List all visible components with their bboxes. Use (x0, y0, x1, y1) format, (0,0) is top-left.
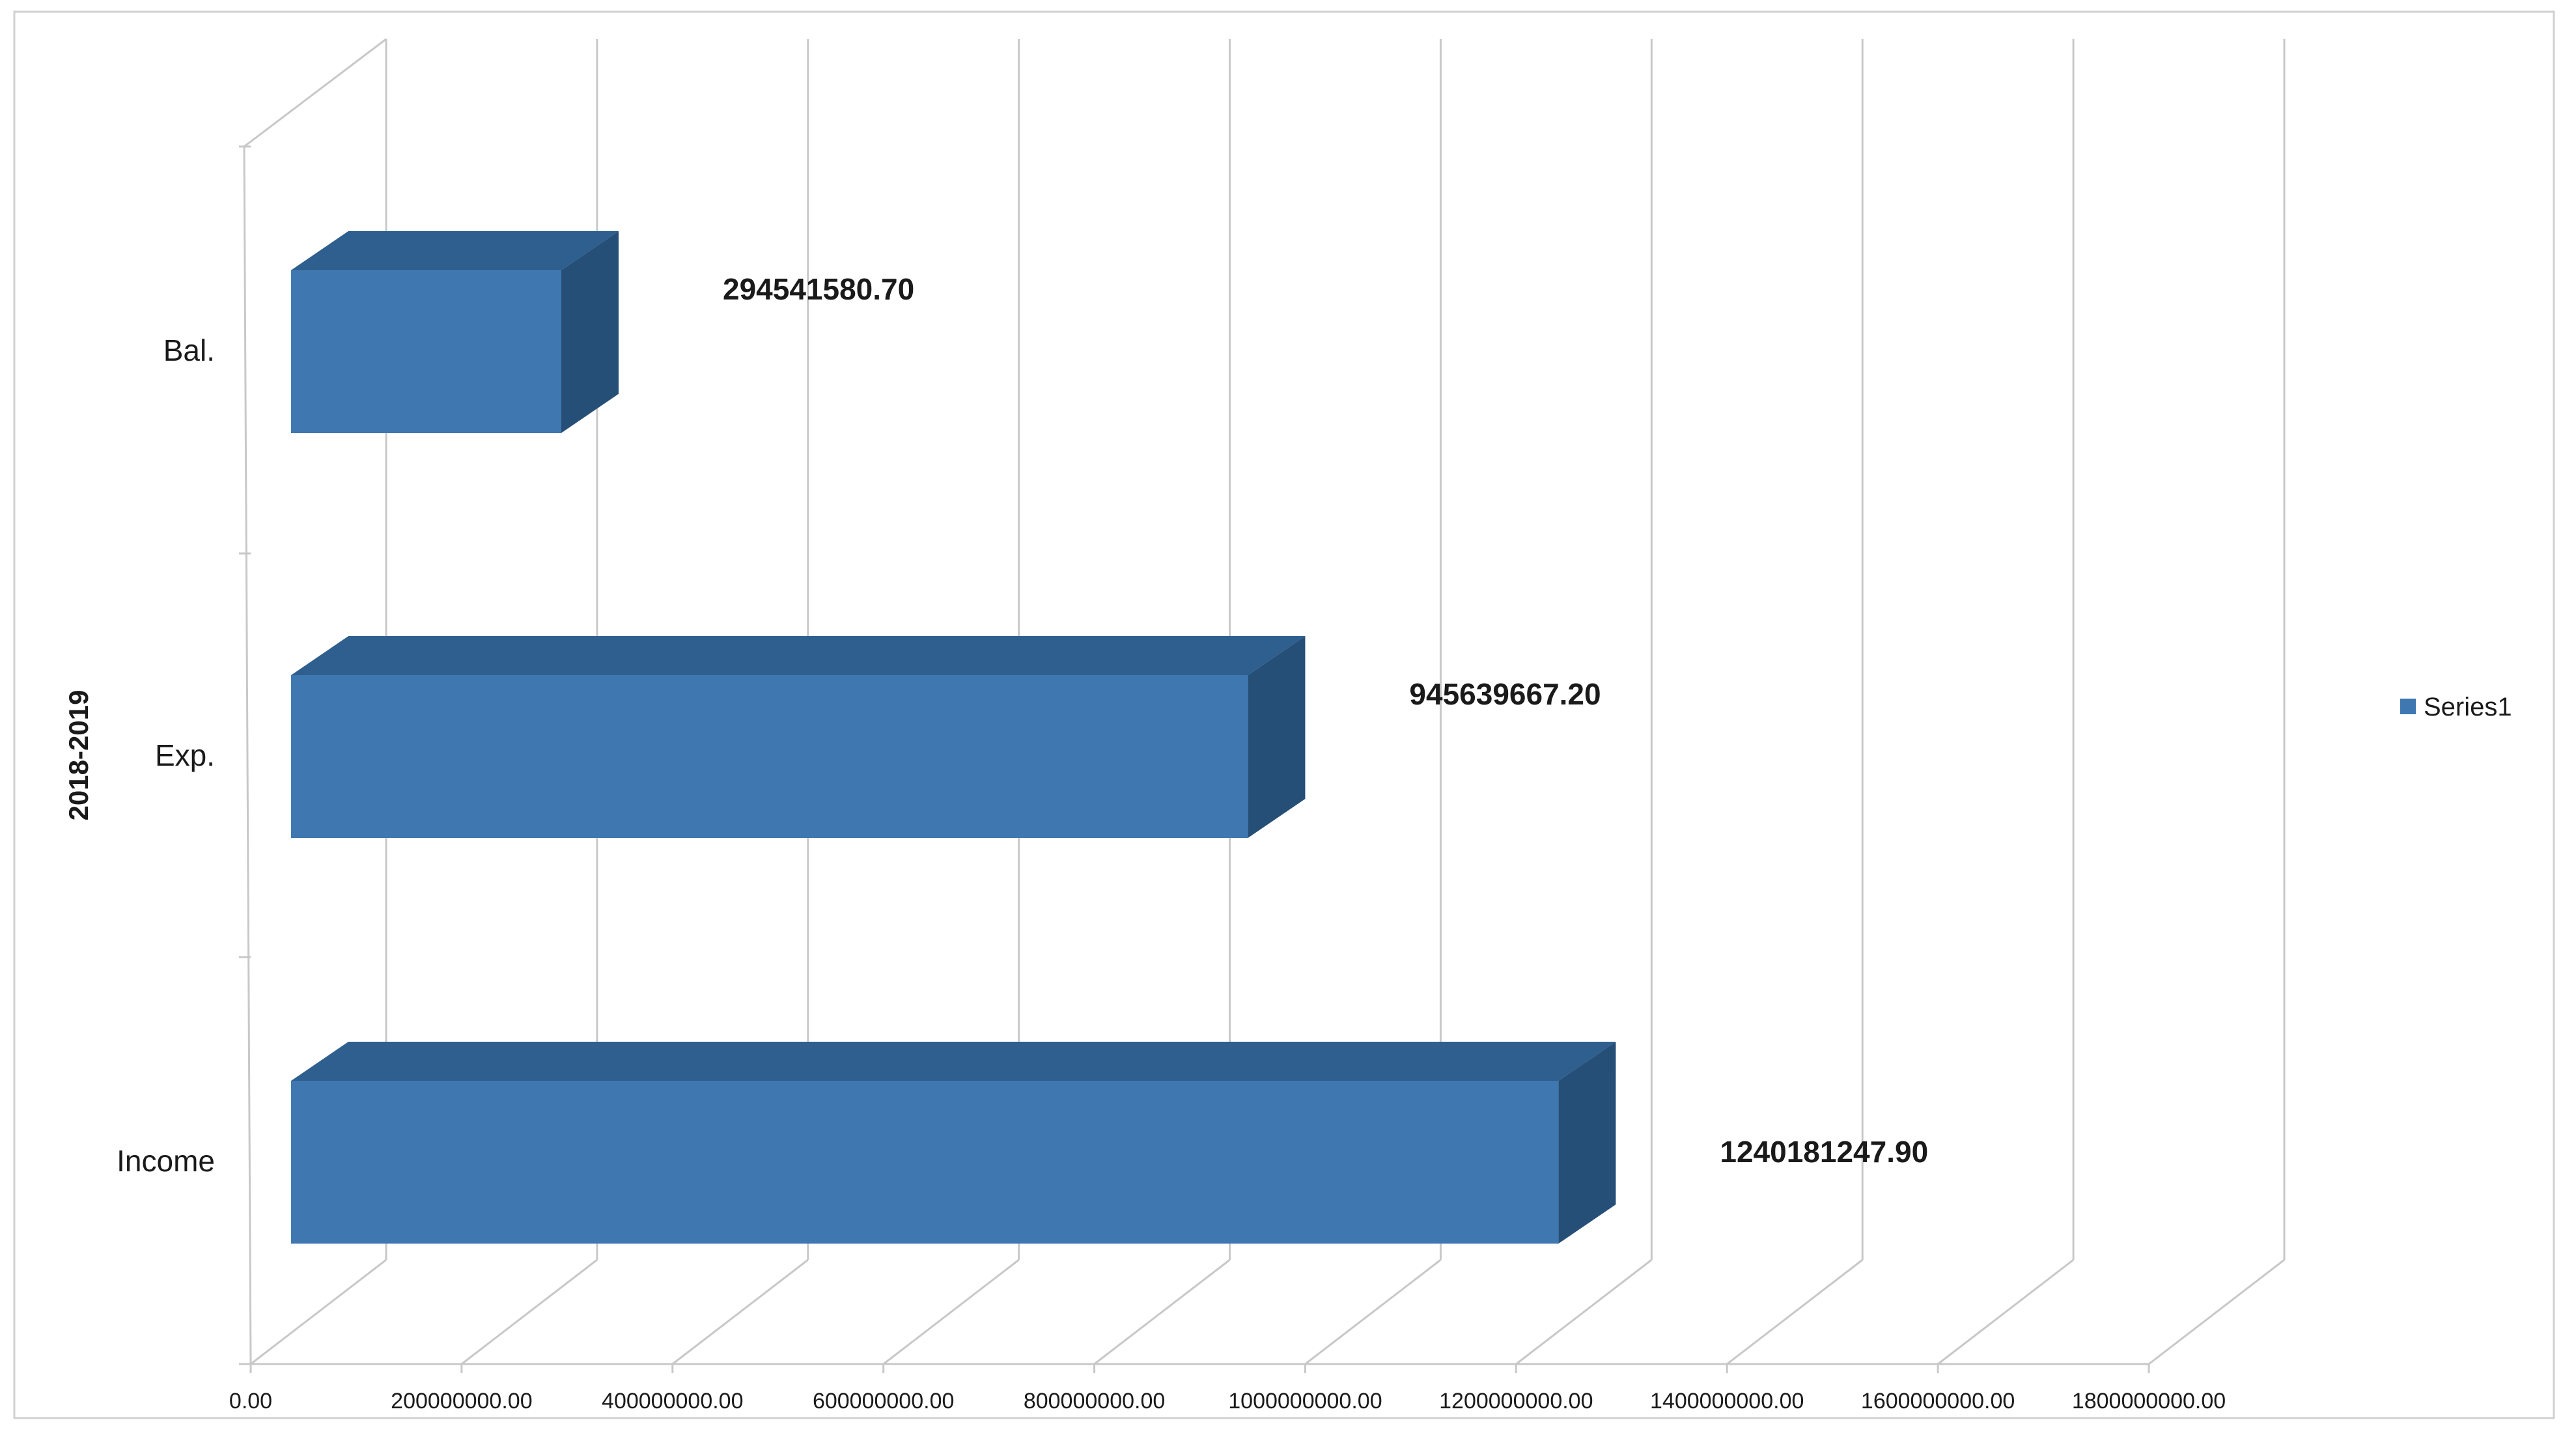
legend-swatch (2400, 699, 2416, 714)
floor-gridline (460, 1259, 598, 1365)
legend: Series1 (2400, 693, 2512, 721)
bar-top-face (291, 231, 619, 270)
labels: 0.00 200000000.00 400000000.00 600000000.00… (117, 272, 2226, 1414)
left-wall-top-edge (244, 38, 387, 148)
x-tick-label: 600000000.00 (813, 1389, 954, 1414)
floor-gridline (250, 1259, 387, 1365)
x-tick-label: 0.00 (229, 1389, 272, 1414)
x-tick-label: 400000000.00 (602, 1389, 743, 1414)
bar-top-face (291, 636, 1306, 675)
data-label: 1240181247.90 (1720, 1135, 1928, 1169)
x-tick-label: 1200000000.00 (1439, 1389, 1593, 1414)
floor-gridline (1515, 1259, 1653, 1365)
data-label: 945639667.20 (1409, 677, 1601, 711)
bar-side-face (1248, 636, 1306, 838)
category-label: Exp. (155, 738, 215, 772)
bar-exp (291, 675, 1248, 838)
x-tick-label: 1800000000.00 (2072, 1389, 2226, 1414)
x-tick-label: 1600000000.00 (1861, 1389, 2015, 1414)
bars (291, 231, 1616, 1244)
floor-gridline (671, 1259, 809, 1365)
floor-gridline (882, 1259, 1020, 1365)
x-tick-label: 200000000.00 (391, 1389, 532, 1414)
left-wall-edge (243, 146, 252, 1365)
x-tick-label: 800000000.00 (1024, 1389, 1165, 1414)
floor-gridline (1726, 1259, 1864, 1365)
category-label: Income (117, 1144, 215, 1178)
category-label: Bal. (163, 333, 215, 367)
bar-top-face (291, 1042, 1616, 1081)
floor-gridline (1937, 1259, 2075, 1365)
x-tick-label: 1400000000.00 (1650, 1389, 1804, 1414)
bar-side-face (561, 231, 619, 433)
bar-bal (291, 270, 561, 433)
floor-gridline (1304, 1259, 1442, 1365)
floor-gridline (1093, 1259, 1231, 1365)
legend-label: Series1 (2424, 693, 2512, 721)
y-axis-title: 2018-2019 (63, 690, 94, 821)
x-tick-label: 1000000000.00 (1228, 1389, 1382, 1414)
floor-gridline (2148, 1259, 2285, 1365)
bar-income (291, 1081, 1559, 1244)
data-label: 294541580.70 (723, 272, 914, 306)
bar-side-face (1558, 1042, 1616, 1244)
